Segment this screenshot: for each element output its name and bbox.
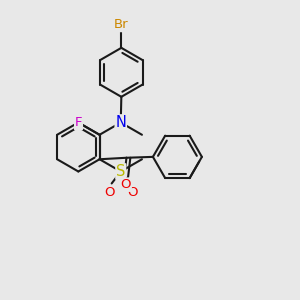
Text: N: N (115, 115, 126, 130)
Text: Br: Br (114, 18, 129, 32)
Text: O: O (121, 178, 131, 191)
Text: F: F (75, 116, 82, 129)
Text: S: S (116, 164, 125, 179)
Text: O: O (104, 186, 115, 199)
Text: O: O (127, 186, 137, 199)
